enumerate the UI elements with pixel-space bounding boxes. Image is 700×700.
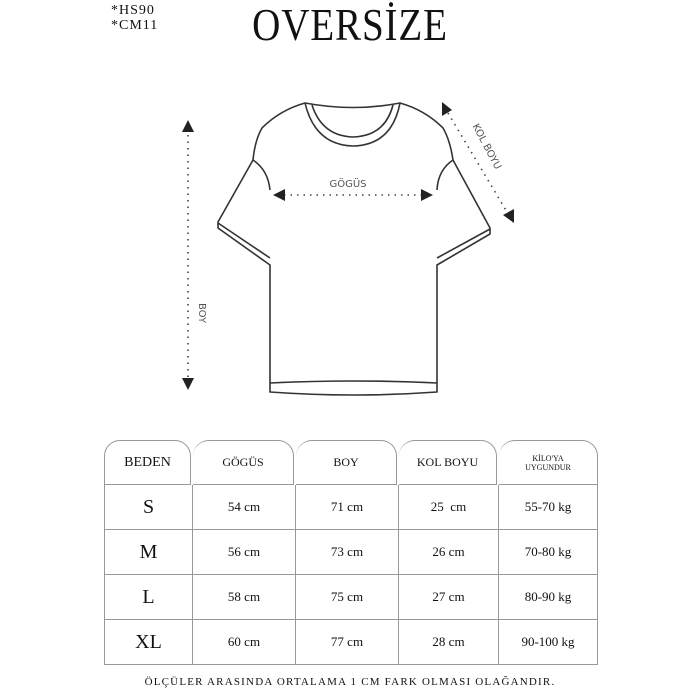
header-size: BEDEN [104,440,191,485]
header-sleeve: KOL BOYU [399,440,497,485]
cell-chest: 54 cm [193,485,296,530]
cell-length: 71 cm [296,485,399,530]
cell-chest: 56 cm [193,530,296,575]
cell-weight: 70-80 kg [499,530,598,575]
size-table: BEDEN GÖGÜS BOY KOL BOYU KİLO'YA UYGUNDU… [104,440,598,665]
sleeve-arrow-icon [442,102,514,223]
page-title: OVERSİZE [252,0,448,50]
header-length: BOY [296,440,397,485]
cell-size: XL [104,620,193,665]
chest-label: GÖGÜS [329,177,366,190]
cell-size: S [104,485,193,530]
table-row: XL 60 cm 77 cm 28 cm 90-100 kg [104,620,598,665]
header-chest: GÖGÜS [193,440,294,485]
table-header-row: BEDEN GÖGÜS BOY KOL BOYU KİLO'YA UYGUNDU… [104,440,598,485]
measurement-note: ÖLÇÜLER ARASINDA ORTALAMA 1 CM FARK OLMA… [144,676,556,688]
cell-sleeve: 28 cm [399,620,499,665]
cell-size: M [104,530,193,575]
table-row: L 58 cm 75 cm 27 cm 80-90 kg [104,575,598,620]
cell-chest: 58 cm [193,575,296,620]
header-weight: KİLO'YA UYGUNDUR [499,440,598,485]
table-row: S 54 cm 71 cm 25 cm 55-70 kg [104,485,598,530]
cell-length: 77 cm [296,620,399,665]
cell-chest: 60 cm [193,620,296,665]
cell-sleeve: 26 cm [399,530,499,575]
table-row: M 56 cm 73 cm 26 cm 70-80 kg [104,530,598,575]
tshirt-outline-icon [217,102,491,396]
cell-length: 75 cm [296,575,399,620]
cell-weight: 80-90 kg [499,575,598,620]
length-arrow-icon [182,120,194,390]
cell-sleeve: 27 cm [399,575,499,620]
cell-weight: 90-100 kg [499,620,598,665]
product-codes: *HS90 *CM11 [111,3,158,33]
length-label: BOY [196,303,207,324]
cell-size: L [104,575,193,620]
tshirt-diagram: GÖGÜS KOL BOYU BOY [182,102,514,396]
cell-weight: 55-70 kg [499,485,598,530]
product-code-2: *CM11 [111,18,159,33]
cell-length: 73 cm [296,530,399,575]
chest-arrow-icon [273,189,433,201]
sleeve-label: KOL BOYU [470,122,503,171]
product-code-1: *HS90 [111,3,155,18]
cell-sleeve: 25 cm [399,485,499,530]
